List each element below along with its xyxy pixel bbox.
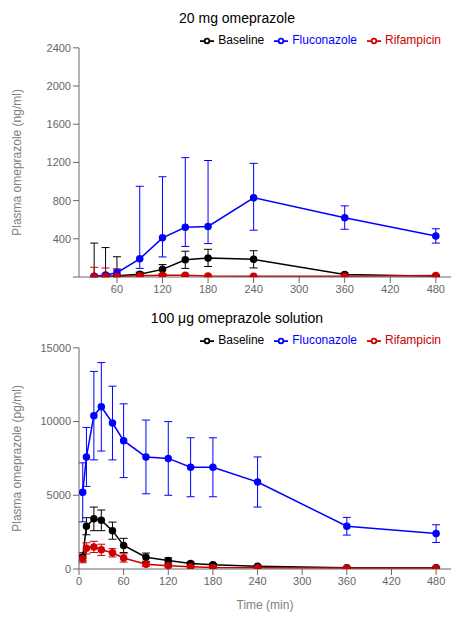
svg-text:180: 180: [204, 575, 222, 587]
html-text:Baseline: Baseline: [218, 333, 265, 347]
svg-text:120: 120: [159, 575, 177, 587]
html-text:Fluconazole: Fluconazole: [292, 333, 357, 347]
svg-text:420: 420: [381, 283, 399, 295]
svg-text:800: 800: [53, 195, 71, 207]
svg-text:60: 60: [111, 283, 123, 295]
svg-text:1600: 1600: [47, 118, 71, 130]
html-text:Rifampicin: Rifampicin: [385, 33, 441, 47]
svg-text:360: 360: [336, 283, 354, 295]
html-text:Fluconazole: Fluconazole: [292, 33, 357, 47]
svg-text:0: 0: [65, 563, 71, 575]
svg-text:240: 240: [244, 283, 262, 295]
html-text:Baseline: Baseline: [218, 33, 265, 47]
svg-text:400: 400: [53, 233, 71, 245]
svg-text:480: 480: [427, 575, 445, 587]
svg-text:480: 480: [427, 283, 445, 295]
svg-text:60: 60: [118, 575, 130, 587]
svg-text:0: 0: [76, 575, 82, 587]
svg-text:300: 300: [293, 575, 311, 587]
html-text:Rifampicin: Rifampicin: [385, 333, 441, 347]
svg-text:15000: 15000: [40, 342, 71, 354]
svg-text:1200: 1200: [47, 156, 71, 168]
svg-text:180: 180: [199, 283, 217, 295]
svg-text:Plasma omeprazole (pg/ml): Plasma omeprazole (pg/ml): [10, 385, 24, 532]
svg-text:120: 120: [153, 283, 171, 295]
svg-text:360: 360: [338, 575, 356, 587]
html-text:100 μg omeprazole solution: 100 μg omeprazole solution: [150, 310, 324, 326]
svg-text:240: 240: [248, 575, 266, 587]
svg-text:420: 420: [382, 575, 400, 587]
svg-text:300: 300: [290, 283, 308, 295]
svg-text:10000: 10000: [40, 415, 71, 427]
svg-text:2000: 2000: [47, 80, 71, 92]
svg-text:2400: 2400: [47, 42, 71, 54]
svg-text:Plasma omeprazole (ng/ml): Plasma omeprazole (ng/ml): [10, 89, 24, 236]
html-text:20 mg omeprazole: 20 mg omeprazole: [179, 10, 295, 26]
svg-text:Time (min): Time (min): [237, 598, 294, 612]
svg-text:5000: 5000: [47, 489, 71, 501]
